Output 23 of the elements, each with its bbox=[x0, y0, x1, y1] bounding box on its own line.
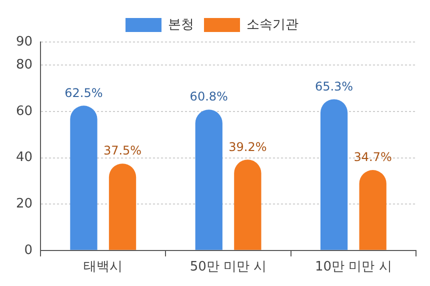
bar bbox=[359, 170, 386, 250]
data-label: 62.5% bbox=[64, 86, 103, 100]
y-tick-label: 80 bbox=[16, 58, 33, 73]
data-label: 60.8% bbox=[190, 90, 228, 104]
bar bbox=[320, 99, 348, 250]
y-tick-label: 40 bbox=[16, 150, 33, 166]
legend-label: 본청 bbox=[168, 17, 194, 32]
bar bbox=[70, 106, 98, 250]
x-tick-label: 10만 미만 시 bbox=[315, 260, 392, 275]
bar bbox=[108, 164, 136, 250]
bar bbox=[234, 160, 262, 250]
bar bbox=[195, 110, 222, 250]
data-label: 37.5% bbox=[103, 144, 142, 158]
y-tick-label: 90 bbox=[16, 34, 33, 50]
y-tick-label: 60 bbox=[16, 104, 33, 119]
data-label: 34.7% bbox=[354, 150, 392, 164]
x-tick-label: 50만 미만 시 bbox=[190, 260, 267, 275]
data-label: 39.2% bbox=[228, 140, 267, 154]
x-tick-label: 태백시 bbox=[84, 260, 123, 275]
y-tick-label: 0 bbox=[24, 242, 33, 258]
y-tick-label: 20 bbox=[16, 196, 33, 212]
legend-label: 소속기관 bbox=[246, 17, 298, 32]
data-label: 65.3% bbox=[314, 79, 354, 94]
